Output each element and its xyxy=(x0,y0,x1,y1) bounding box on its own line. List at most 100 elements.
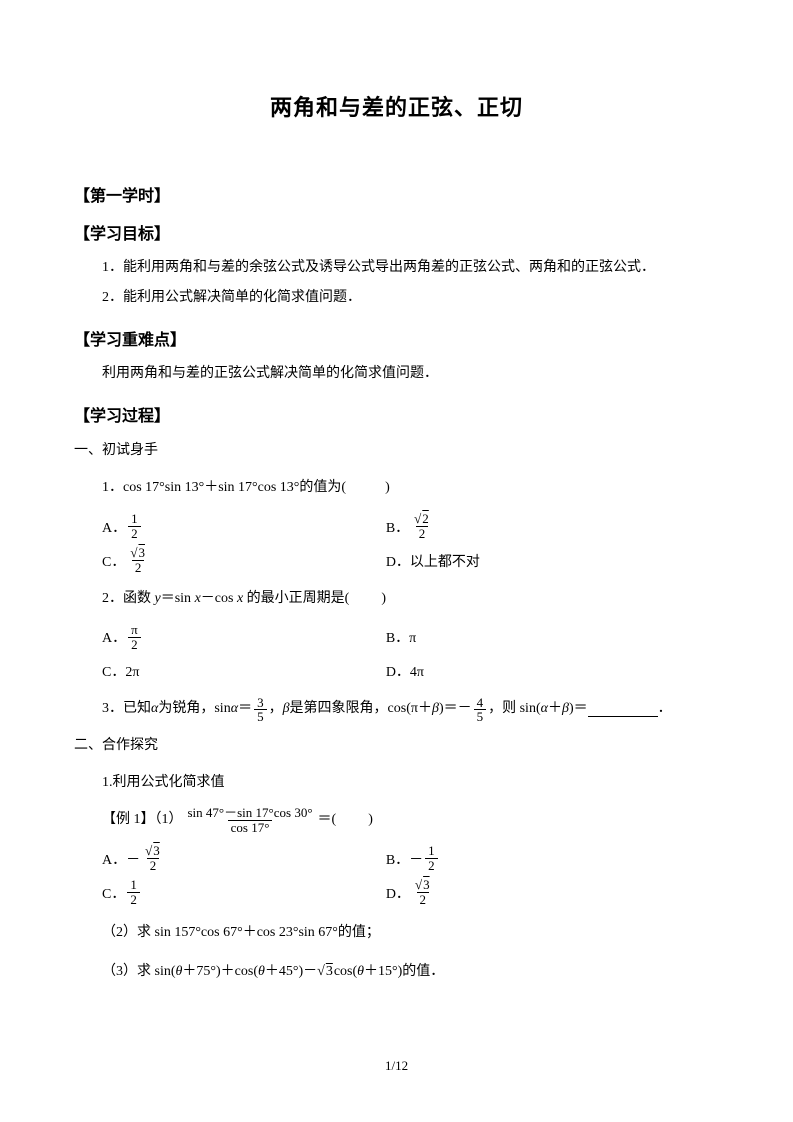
q3-stem: 3．已知 α 为锐角，sin α ＝ 3 5 ， β 是第四象限角，cos(π＋… xyxy=(102,694,719,725)
q1-d-label: D．以上都不对 xyxy=(386,551,480,571)
q1-opt-c: C． √3 2 xyxy=(102,544,386,578)
q1-b-num: √2 xyxy=(411,512,433,526)
ex1-a-den: 2 xyxy=(147,858,160,873)
q2-c-label: C．2π xyxy=(102,661,139,681)
q1-a-num: 1 xyxy=(128,512,141,526)
q3-p7: )＝ xyxy=(569,694,588,725)
ex1-c-num: 1 xyxy=(127,878,140,892)
ex1-frac: sin 47°－sin 17°cos 30° cos 17° xyxy=(185,806,316,834)
q3-n1: 3 xyxy=(254,696,267,710)
ex1-th3: θ xyxy=(357,964,364,979)
ex1-d-frac: √3 2 xyxy=(412,878,434,906)
ex1-a-label: A．－ xyxy=(102,849,140,869)
q3-beta1: β xyxy=(283,694,290,725)
q3-p2: 为锐角，sin xyxy=(158,694,230,725)
ex1-b-den: 2 xyxy=(425,858,438,873)
q3-eq1: ＝ xyxy=(238,694,252,725)
ex1-b-num: 1 xyxy=(425,844,438,858)
q2-close: ) xyxy=(381,591,386,606)
ex1-d-sqrt: 3 xyxy=(422,877,431,892)
q2-p3: －cos xyxy=(201,591,237,606)
ex1-part3: （3）求 sin(θ＋75°)＋cos(θ＋45°)－√3cos(θ＋15°)的… xyxy=(102,955,719,989)
ex1-stem: 【例 1】（1） sin 47°－sin 17°cos 30° cos 17° … xyxy=(102,805,719,836)
ex1-p3d: cos( xyxy=(334,964,357,979)
q1-options: A． 1 2 B． √2 2 C． √3 2 D．以上都不对 xyxy=(102,510,719,578)
heading-process: 【学习过程】 xyxy=(74,402,719,426)
section-2-sub: 1.利用公式化简求值 xyxy=(102,768,719,799)
ex1-d-den: 2 xyxy=(417,892,430,907)
q1-a-frac: 1 2 xyxy=(128,512,141,540)
goal-1: 1．能利用两角和与差的余弦公式及诱导公式导出两角差的正弦公式、两角和的正弦公式． xyxy=(74,254,719,282)
q1-opt-d: D．以上都不对 xyxy=(386,544,670,578)
q1-close: ) xyxy=(385,480,390,495)
q3-p6: ，则 sin( xyxy=(488,694,541,725)
ex1-d-label: D． xyxy=(386,883,410,903)
ex1-p3a: （3）求 sin( xyxy=(102,964,176,979)
q2-b-label: B．π xyxy=(386,627,416,647)
heading-goals: 【学习目标】 xyxy=(74,220,719,244)
q3-p1: 3．已知 xyxy=(102,694,151,725)
q1-c-sqrt: 3 xyxy=(137,545,146,560)
ex1-b-label: B．－ xyxy=(386,849,423,869)
ex1-c-label: C． xyxy=(102,883,125,903)
ex1-num: sin 47°－sin 17°cos 30° xyxy=(185,806,316,820)
q2-p2: ＝sin xyxy=(161,591,195,606)
goal-2: 2．能利用公式解决简单的化简求值问题． xyxy=(74,284,719,312)
q2-opt-d: D．4π xyxy=(386,654,670,688)
ex1-label: 【例 1】（1） xyxy=(102,805,183,836)
q3-d1: 5 xyxy=(254,709,267,724)
q2-a-label: A． xyxy=(102,627,126,647)
q1-b-frac: √2 2 xyxy=(411,512,433,540)
ex1-p3b: ＋75°)＋cos( xyxy=(182,964,258,979)
q1-c-den: 2 xyxy=(132,560,145,575)
q2-d-label: D．4π xyxy=(386,661,424,681)
q3-n2: 4 xyxy=(474,696,487,710)
ex1-a-num: √3 xyxy=(142,844,164,858)
q3-p3: ， xyxy=(269,694,283,725)
q3-period: ． xyxy=(658,694,672,725)
ex1-options: A．－ √3 2 B．－ 1 2 C． 1 2 D． √3 2 xyxy=(102,842,719,910)
q3-alpha1: α xyxy=(151,694,158,725)
page-total: 12 xyxy=(395,1058,408,1073)
q3-plus: ＋ xyxy=(548,694,562,725)
ex1-opt-b: B．－ 1 2 xyxy=(386,842,670,876)
q1-opt-b: B． √2 2 xyxy=(386,510,670,544)
q2-opt-c: C．2π xyxy=(102,654,386,688)
q1-a-label: A． xyxy=(102,517,126,537)
ex1-opt-a: A．－ √3 2 xyxy=(102,842,386,876)
q1-stem-text: 1．cos 17°sin 13°＋sin 17°cos 13°的值为( xyxy=(102,480,346,495)
q1-stem: 1．cos 17°sin 13°＋sin 17°cos 13°的值为( ) xyxy=(102,473,719,504)
q1-c-num: √3 xyxy=(127,546,149,560)
q1-b-label: B． xyxy=(386,517,409,537)
ex1-p3c: ＋45°)－ xyxy=(265,964,317,979)
heading-difficulty: 【学习重难点】 xyxy=(74,326,719,350)
q1-a-den: 2 xyxy=(128,526,141,541)
ex1-opt-c: C． 1 2 xyxy=(102,876,386,910)
ex1-p3e: ＋15°)的值． xyxy=(364,964,444,979)
ex1-part2: （2）求 sin 157°cos 67°＋cos 23°sin 67°的值； xyxy=(102,916,719,950)
q3-d2: 5 xyxy=(474,709,487,724)
ex1-close: ) xyxy=(368,805,373,836)
q3-p5: )＝－ xyxy=(439,694,472,725)
q2-a-num: π xyxy=(128,623,141,637)
page-number: 1/12 xyxy=(0,1058,793,1074)
ex1-sqrt3: 3 xyxy=(325,964,334,979)
heading-lesson: 【第一学时】 xyxy=(74,182,719,206)
ex1-opt-d: D． √3 2 xyxy=(386,876,670,910)
ex1-a-frac: √3 2 xyxy=(142,844,164,872)
q2-a-frac: π 2 xyxy=(128,623,141,651)
document-title: 两角和与差的正弦、正切 xyxy=(74,90,719,122)
q1-opt-a: A． 1 2 xyxy=(102,510,386,544)
ex1-c-den: 2 xyxy=(127,892,140,907)
q1-c-label: C． xyxy=(102,551,125,571)
q3-alpha3: α xyxy=(541,694,548,725)
q1-c-frac: √3 2 xyxy=(127,546,149,574)
section-2-label: 二、合作探究 xyxy=(74,731,719,762)
ex1-b-frac: 1 2 xyxy=(425,844,438,872)
q3-p4: 是第四象限角，cos(π＋ xyxy=(290,694,432,725)
q3-alpha2: α xyxy=(231,694,238,725)
ex1-a-sqrt: 3 xyxy=(152,843,161,858)
q3-frac2: 4 5 xyxy=(474,696,487,724)
ex1-eq: ＝( xyxy=(318,805,337,836)
difficulty-text: 利用两角和与差的正弦公式解决简单的化简求值问题． xyxy=(74,360,719,388)
